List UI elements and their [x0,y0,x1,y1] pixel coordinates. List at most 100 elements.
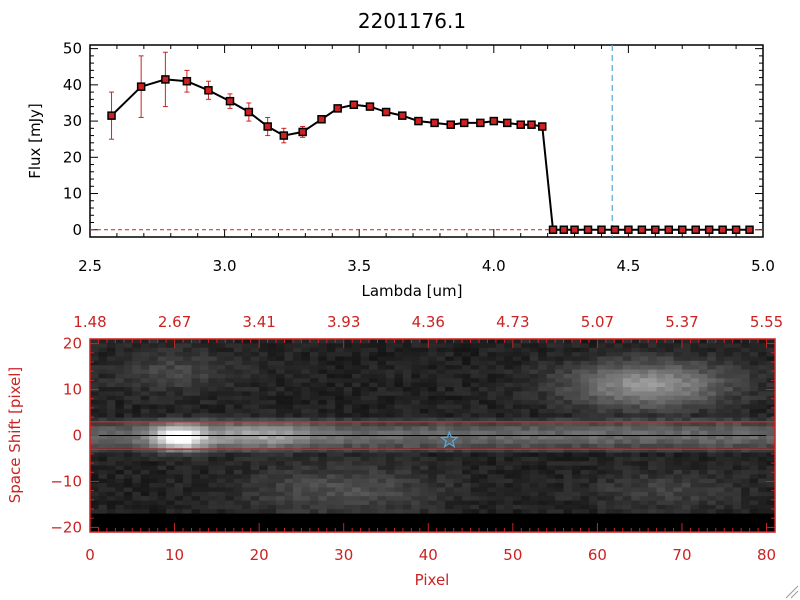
heatmap-cell [479,491,488,497]
y-tick-label: 50 [63,40,82,58]
heatmap-cell [140,369,150,375]
heatmap-cell [639,452,649,458]
heatmap-cell [385,426,395,432]
heatmap-cell [732,365,742,370]
heatmap-cell [318,365,328,370]
heatmap-cell [732,504,742,510]
heatmap-cell [741,395,751,401]
heatmap-cell [250,465,260,471]
heatmap-cell [301,365,311,370]
heatmap-cell [597,421,607,427]
heatmap-cell [284,469,294,475]
heatmap-cell [580,391,590,397]
heatmap-cell [732,500,742,506]
heatmap-cell [741,408,751,414]
heatmap-cell [343,456,353,462]
heatmap-cell [166,448,175,453]
heatmap-cell [698,421,708,427]
heatmap-cell [301,474,311,480]
heatmap-cell [724,391,734,397]
heatmap-cell [597,365,607,370]
heatmap-cell [588,408,598,414]
heatmap-cell [411,456,421,462]
heatmap-cell [453,413,463,418]
heatmap-cell [199,391,209,397]
heatmap-cell [749,417,759,423]
heatmap-cell [605,382,615,388]
heatmap-cell [123,395,133,401]
heatmap-cell [529,387,539,392]
heatmap-cell [749,456,759,462]
heatmap-cell [605,452,615,458]
heatmap-cell [267,452,277,458]
heatmap-cell [555,461,564,466]
heatmap-cell [766,443,776,449]
heatmap-cell [309,469,319,475]
heatmap-cell [563,400,573,405]
heatmap-cell [622,509,632,515]
heatmap-cell [639,413,649,418]
heatmap-cell [292,500,302,506]
heatmap-cell [276,469,285,475]
heatmap-cell [411,439,421,445]
heatmap-cell [521,373,531,379]
heatmap-cell [546,395,556,401]
heatmap-cell [605,378,615,384]
heatmap-cell [766,500,776,506]
heatmap-cell [648,339,658,344]
heatmap-cell [385,483,395,488]
heatmap-cell [656,382,666,388]
data-point [365,102,375,111]
heatmap-cell [394,469,404,475]
heatmap-cell [436,483,446,488]
heatmap-cell [538,369,548,375]
heatmap-cell [495,504,505,510]
heatmap-cell [495,387,505,392]
heatmap-cell [369,456,378,462]
top-wavelength-tick-label: 5.07 [581,313,614,331]
heatmap-cell [563,347,573,353]
heatmap-cell [106,478,116,484]
heatmap-cell [352,417,362,423]
heatmap-cell [436,448,446,453]
heatmap-cell [191,456,201,462]
heatmap-cell [166,387,175,392]
heatmap-cell [394,391,404,397]
heatmap-cell [90,421,99,427]
heatmap-cell [233,387,243,392]
heatmap-cell [174,465,184,471]
heatmap-cell [470,352,480,357]
data-point [503,118,512,128]
heatmap-cell [369,382,378,388]
heatmap-cell [250,347,260,353]
heatmap-cell [98,356,108,362]
heatmap-cell [90,443,99,449]
heatmap-cell [149,500,159,506]
heatmap-cell [681,452,691,458]
heatmap-cell [741,387,751,392]
heatmap-cell [741,356,751,362]
heatmap-cell [90,417,99,423]
heatmap-cell [555,483,564,488]
heatmap-cell [588,469,598,475]
heatmap-cell [352,474,362,480]
heatmap-cell [360,352,370,357]
heatmap-cell [588,452,598,458]
heatmap-cell [174,504,184,510]
heatmap-cell [199,439,209,445]
heatmap-cell [335,339,345,344]
heatmap-cell [538,430,548,436]
heatmap-cell [512,356,522,362]
heatmap-cell [191,391,201,397]
heatmap-cell [715,378,725,384]
heatmap-cell [411,443,421,449]
heatmap-cell [529,478,539,484]
heatmap-cell [174,443,184,449]
heatmap-cell [428,435,438,440]
heatmap-cell [377,504,387,510]
resize-grip-icon[interactable] [785,585,799,599]
heatmap-cell [724,421,734,427]
heatmap-cell [309,430,319,436]
heatmap-cell [546,373,556,379]
heatmap-cell [707,487,717,493]
